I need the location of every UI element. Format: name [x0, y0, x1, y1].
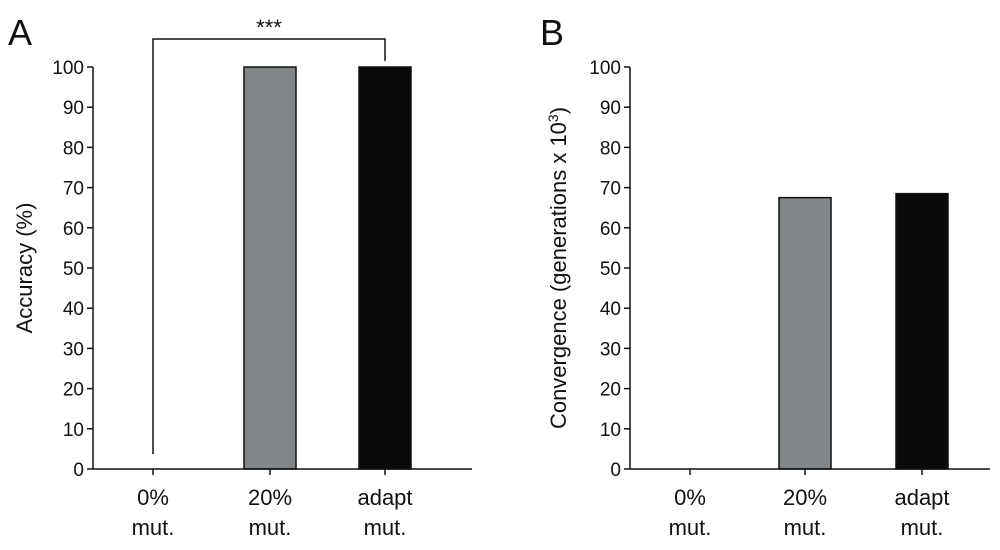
significance-label: ***	[256, 15, 282, 40]
x-tick-label: 0% mut.	[132, 485, 175, 540]
y-tick-label: 100	[52, 58, 84, 79]
y-axis-label: Accuracy (%)	[12, 203, 37, 334]
bar	[778, 196, 832, 470]
y-tick-label: 30	[63, 339, 84, 360]
y-tick-label: 0	[73, 460, 84, 481]
y-tick-label: 40	[600, 299, 621, 320]
y-tick-label: 80	[63, 138, 84, 159]
y-tick-label: 40	[63, 299, 84, 320]
y-tick-label: 80	[600, 138, 621, 159]
x-tick-label: adapt mut.	[357, 485, 412, 540]
y-tick-label: 90	[63, 98, 84, 119]
x-tick-label: 20% mut.	[248, 485, 292, 540]
panel-label: A	[8, 12, 32, 53]
y-tick-label: 20	[600, 380, 621, 401]
y-tick-label: 70	[600, 179, 621, 200]
x-tick-label: 20% mut.	[783, 485, 827, 540]
x-tick-label: 0% mut.	[669, 485, 712, 540]
bar	[895, 192, 949, 470]
y-tick-label: 30	[600, 339, 621, 360]
y-tick-label: 20	[63, 380, 84, 401]
y-tick-label: 0	[610, 460, 621, 481]
chart-panel-b: B 0 10 20 30 40 50 60 70 80 90 100 0% mut. 20% mut. adap…	[540, 12, 990, 540]
y-tick-label: 60	[600, 219, 621, 240]
y-tick-label: 50	[600, 259, 621, 280]
y-tick-label: 10	[63, 420, 84, 441]
y-tick-label: 70	[63, 179, 84, 200]
y-axis-label: Convergence (generations x 103)	[545, 107, 571, 429]
significance-bracket	[152, 38, 386, 454]
bar	[243, 66, 297, 470]
bar	[358, 66, 412, 470]
y-tick-label: 10	[600, 420, 621, 441]
y-tick-label: 90	[600, 98, 621, 119]
panel-label: B	[540, 12, 564, 53]
x-tick-label: adapt mut.	[894, 485, 949, 540]
y-tick-label: 100	[589, 58, 621, 79]
y-tick-label: 50	[63, 259, 84, 280]
chart-panel-a: A 0 10 20 30 40 50 60 70 80 90 100 0% mut. 20% mut. adap…	[8, 12, 472, 540]
y-tick-label: 60	[63, 219, 84, 240]
